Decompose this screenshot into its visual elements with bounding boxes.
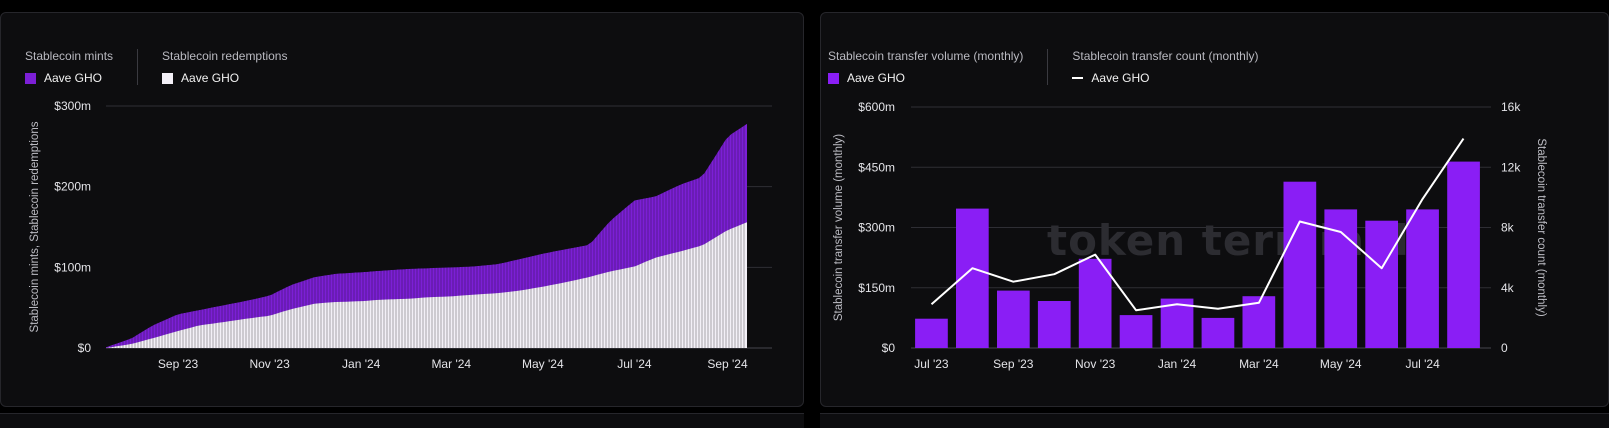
y-axis-label: Stablecoin mints, Stablecoin redemptions: [29, 121, 41, 332]
bottom-panel-edge-right: [820, 413, 1609, 428]
transfer-panel: Stablecoin transfer volume (monthly) Aav…: [820, 12, 1609, 407]
legend-item-mints[interactable]: Aave GHO: [25, 71, 113, 85]
y2-tick-label: 12k: [1501, 160, 1521, 174]
y-tick-label: $0: [78, 341, 92, 355]
legend-item-count[interactable]: Aave GHO: [1072, 71, 1258, 85]
y-tick-label: $200m: [54, 180, 91, 194]
legend-group-redemptions[interactable]: Stablecoin redemptions Aave GHO: [137, 49, 311, 85]
volume-bar: [1119, 315, 1153, 348]
x-tick-label: Nov '23: [1075, 357, 1116, 371]
legend-group-volume[interactable]: Stablecoin transfer volume (monthly) Aav…: [828, 49, 1047, 85]
x-tick-label: Sep '23: [993, 357, 1034, 371]
mints-redemptions-panel: Stablecoin mints Aave GHO Stablecoin red…: [0, 12, 804, 407]
legend-swatch-redemptions: [162, 72, 174, 84]
legend-title-mints: Stablecoin mints: [25, 49, 114, 63]
legend-title-volume: Stablecoin transfer volume (monthly): [828, 49, 1024, 63]
legend-group-mints[interactable]: Stablecoin mints Aave GHO: [25, 49, 137, 85]
redemptions-area: [106, 222, 747, 348]
legend-label-redemptions: Aave GHO: [181, 71, 240, 85]
legend-item-volume[interactable]: Aave GHO: [828, 71, 1023, 85]
y2-axis-label: Stablecoin transfer count (monthly): [1535, 138, 1547, 317]
volume-bar: [1365, 220, 1398, 348]
legend-swatch-count: [1072, 77, 1084, 79]
y2-tick-label: 8k: [1501, 221, 1515, 235]
bottom-panel-edge-left: [0, 413, 804, 428]
x-tick-label: Jul '24: [1405, 357, 1440, 371]
y-tick-label: $0: [882, 341, 896, 355]
legend-label-volume: Aave GHO: [847, 71, 906, 85]
y2-tick-label: 4k: [1501, 281, 1515, 295]
y-tick-label: $450m: [858, 160, 895, 174]
background-mask: [106, 94, 747, 348]
legend-title-redemptions: Stablecoin redemptions: [162, 49, 288, 63]
x-tick-label: Jan '24: [1158, 357, 1197, 371]
volume-bar: [997, 290, 1030, 348]
legend-swatch-mints: [25, 72, 36, 84]
mints-redemptions-chart[interactable]: $0 $100m $200m $300m Sep '23 Nov '23 Jan '24 Ma…: [1, 13, 805, 408]
x-tick-label: Jan '24: [342, 357, 381, 371]
left-legend: Stablecoin mints Aave GHO Stablecoin red…: [25, 49, 311, 85]
x-tick-label: May '24: [1320, 357, 1362, 371]
y-tick-label: $300m: [858, 221, 895, 235]
legend-item-redemptions[interactable]: Aave GHO: [162, 71, 287, 85]
count-line: [930, 138, 1465, 312]
right-legend: Stablecoin transfer volume (monthly) Aav…: [828, 49, 1283, 85]
legend-label-mints: Aave GHO: [44, 71, 103, 85]
legend-group-count[interactable]: Stablecoin transfer count (monthly) Aave…: [1047, 49, 1282, 85]
volume-bar: [1447, 161, 1480, 348]
legend-swatch-volume: [828, 72, 839, 84]
volume-bar: [1283, 181, 1317, 348]
x-tick-label: May '24: [522, 357, 564, 371]
y-tick-label: $150m: [858, 281, 895, 295]
legend-label-count: Aave GHO: [1091, 71, 1150, 85]
x-tick-label: Sep '23: [158, 357, 199, 371]
volume-bar: [1324, 209, 1358, 348]
y2-tick-label: 16k: [1501, 100, 1521, 114]
x-tick-label: Mar '24: [1239, 357, 1279, 371]
transfer-chart[interactable]: $0 $150m $300m $450m $600m 0 4k 8k 12k 16k Jul '23…: [821, 13, 1609, 408]
x-tick-label: Nov '23: [249, 357, 290, 371]
x-tick-label: Mar '24: [431, 357, 471, 371]
volume-bar: [1037, 301, 1071, 348]
volume-bar: [1078, 258, 1112, 348]
volume-bar: [1406, 209, 1439, 348]
volume-bar: [915, 318, 948, 348]
y-axis-label: Stablecoin transfer volume (monthly): [833, 134, 845, 321]
volume-bar: [1201, 317, 1235, 348]
y-tick-label: $100m: [54, 260, 91, 274]
legend-title-count: Stablecoin transfer count (monthly): [1072, 49, 1259, 63]
y2-tick-label: 0: [1501, 341, 1508, 355]
x-tick-label: Sep '24: [707, 357, 748, 371]
x-tick-label: Jul '23: [914, 357, 949, 371]
y-tick-label: $300m: [54, 99, 91, 113]
x-tick-label: Jul '24: [617, 357, 652, 371]
y-tick-label: $600m: [858, 100, 895, 114]
